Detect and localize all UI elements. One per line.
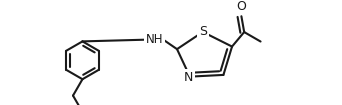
Text: O: O (236, 0, 246, 13)
Text: S: S (199, 25, 207, 38)
Text: N: N (184, 71, 193, 84)
Text: NH: NH (146, 33, 163, 46)
